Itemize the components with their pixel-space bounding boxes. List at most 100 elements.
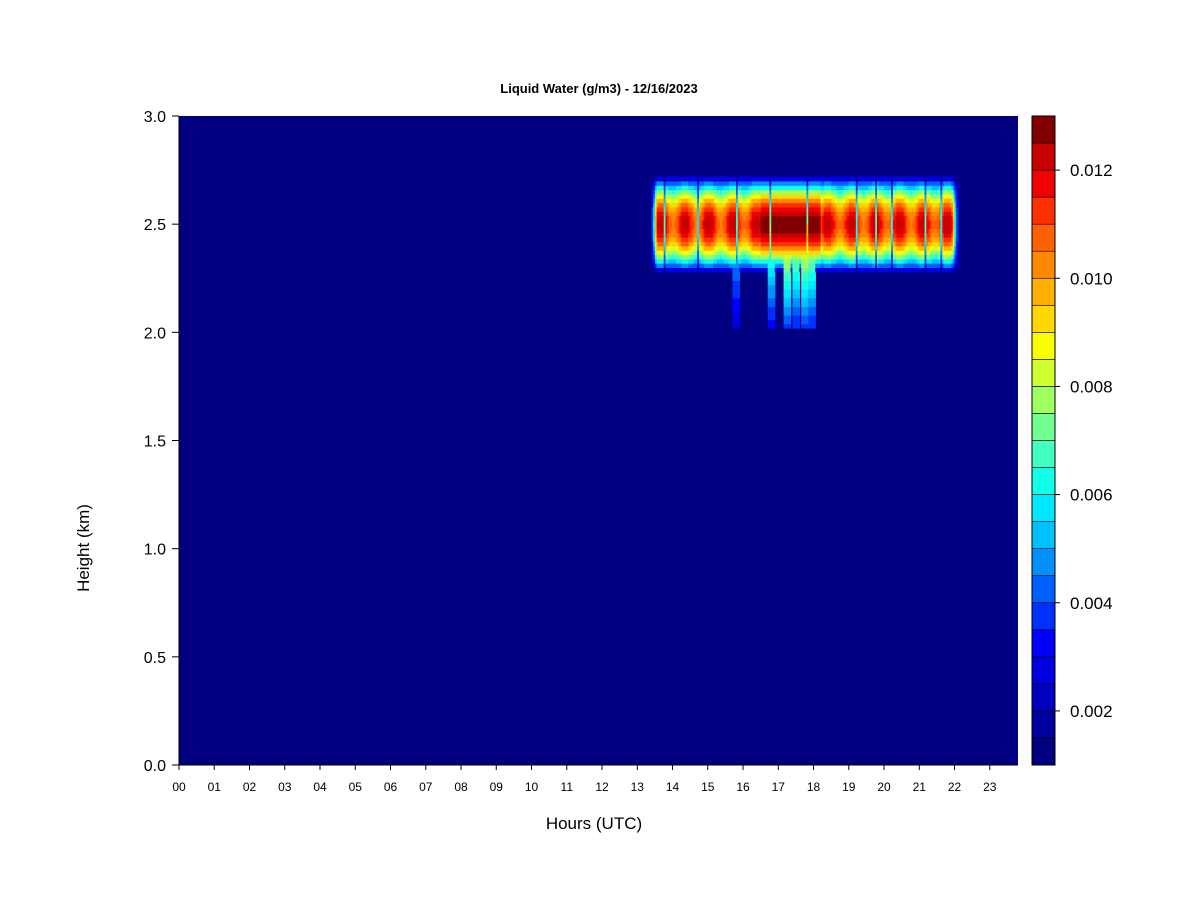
heatmap-cell bbox=[956, 202, 959, 208]
heatmap-cell bbox=[852, 228, 855, 234]
heatmap-cell bbox=[820, 237, 823, 243]
heatmap-cell bbox=[734, 228, 737, 234]
heatmap-cell bbox=[743, 267, 746, 273]
heatmap-cell bbox=[741, 250, 744, 256]
heatmap-cell bbox=[847, 254, 850, 260]
heatmap-cell bbox=[889, 176, 892, 182]
heatmap-cell bbox=[785, 302, 788, 307]
heatmap-cell bbox=[882, 224, 885, 230]
heatmap-cell bbox=[917, 241, 920, 247]
heatmap-cell bbox=[852, 254, 855, 260]
heatmap-cell bbox=[788, 198, 792, 204]
heatmap-cell bbox=[744, 245, 748, 251]
heatmap-cell bbox=[850, 232, 853, 238]
heatmap-cell bbox=[753, 176, 756, 182]
heatmap-cell bbox=[892, 202, 896, 208]
heatmap-cell bbox=[892, 211, 896, 217]
heatmap-cell bbox=[732, 284, 735, 290]
heatmap-cell bbox=[908, 206, 912, 212]
heatmap-cell bbox=[935, 215, 938, 221]
heatmap-cell bbox=[765, 211, 769, 217]
heatmap-cell bbox=[813, 293, 816, 299]
heatmap-cell bbox=[929, 228, 933, 234]
heatmap-cell bbox=[820, 224, 823, 230]
heatmap-cell bbox=[956, 206, 959, 212]
heatmap-cell bbox=[839, 215, 843, 221]
heatmap-cell bbox=[706, 185, 709, 191]
heatmap-cell bbox=[794, 241, 797, 247]
heatmap-cell bbox=[808, 193, 811, 199]
heatmap-cell bbox=[873, 219, 876, 225]
heatmap-cell bbox=[667, 189, 670, 195]
heatmap-cell bbox=[873, 176, 876, 182]
heatmap-cell bbox=[718, 245, 721, 251]
heatmap-cell bbox=[704, 254, 707, 260]
heatmap-cell bbox=[700, 219, 704, 225]
heatmap-cell bbox=[758, 228, 762, 234]
heatmap-cell bbox=[783, 280, 786, 286]
heatmap-cell bbox=[838, 211, 841, 217]
heatmap-cell bbox=[769, 206, 772, 212]
heatmap-cell bbox=[859, 215, 862, 221]
heatmap-cell bbox=[850, 250, 853, 256]
heatmap-cell bbox=[875, 176, 878, 182]
heatmap-cell bbox=[847, 176, 850, 182]
heatmap-cell bbox=[825, 254, 829, 260]
heatmap-cell bbox=[804, 254, 808, 260]
heatmap-cell bbox=[706, 189, 709, 195]
heatmap-cell bbox=[866, 245, 869, 251]
heatmap-cell bbox=[771, 198, 774, 204]
x-tick-label: 13 bbox=[631, 780, 645, 794]
heatmap-cell bbox=[887, 263, 890, 269]
heatmap-cell bbox=[714, 258, 718, 264]
heatmap-cell bbox=[746, 258, 749, 264]
heatmap-cell bbox=[654, 241, 658, 247]
heatmap-cell bbox=[735, 198, 739, 204]
plot-area bbox=[179, 116, 1018, 765]
heatmap-cell bbox=[660, 185, 663, 191]
heatmap-cell bbox=[802, 250, 806, 256]
heatmap-cell bbox=[811, 228, 815, 234]
heatmap-cell bbox=[728, 215, 732, 221]
heatmap-cell bbox=[776, 202, 779, 208]
heatmap-cell bbox=[764, 185, 767, 191]
heatmap-cell bbox=[892, 254, 896, 260]
heatmap-cell bbox=[928, 241, 931, 247]
heatmap-cell bbox=[915, 202, 919, 208]
heatmap-cell bbox=[788, 193, 792, 199]
heatmap-cell bbox=[817, 254, 820, 260]
heatmap-cell bbox=[929, 224, 933, 230]
heatmap-cell bbox=[741, 224, 744, 230]
heatmap-cell bbox=[926, 198, 929, 204]
heatmap-cell bbox=[866, 189, 869, 195]
heatmap-cell bbox=[667, 232, 670, 238]
heatmap-cell bbox=[762, 198, 765, 204]
heatmap-cell bbox=[795, 185, 799, 191]
heatmap-cell bbox=[683, 228, 686, 234]
heatmap-cell bbox=[677, 250, 681, 256]
heatmap-cell bbox=[882, 241, 885, 247]
heatmap-cell bbox=[829, 206, 832, 212]
y-axis: 0.00.51.01.52.02.53.0 bbox=[144, 109, 180, 775]
heatmap-cell bbox=[787, 202, 790, 208]
heatmap-cell bbox=[831, 219, 834, 225]
heatmap-cell bbox=[866, 267, 869, 273]
heatmap-cell bbox=[848, 232, 852, 238]
heatmap-cell bbox=[778, 267, 781, 273]
heatmap-cell bbox=[931, 241, 934, 247]
heatmap-cell bbox=[894, 237, 897, 243]
heatmap-cell bbox=[732, 241, 735, 247]
heatmap-cell bbox=[884, 176, 887, 182]
heatmap-cell bbox=[660, 258, 663, 264]
heatmap-cell bbox=[836, 263, 839, 269]
heatmap-cell bbox=[771, 315, 774, 320]
heatmap-cell bbox=[734, 319, 737, 325]
heatmap-cell bbox=[896, 228, 899, 234]
heatmap-cell bbox=[704, 176, 707, 182]
heatmap-cell bbox=[794, 289, 797, 294]
heatmap-cell bbox=[891, 254, 894, 260]
heatmap-cell bbox=[875, 254, 878, 260]
heatmap-cell bbox=[739, 245, 742, 251]
heatmap-cell bbox=[899, 189, 903, 195]
heatmap-cell bbox=[876, 215, 880, 221]
